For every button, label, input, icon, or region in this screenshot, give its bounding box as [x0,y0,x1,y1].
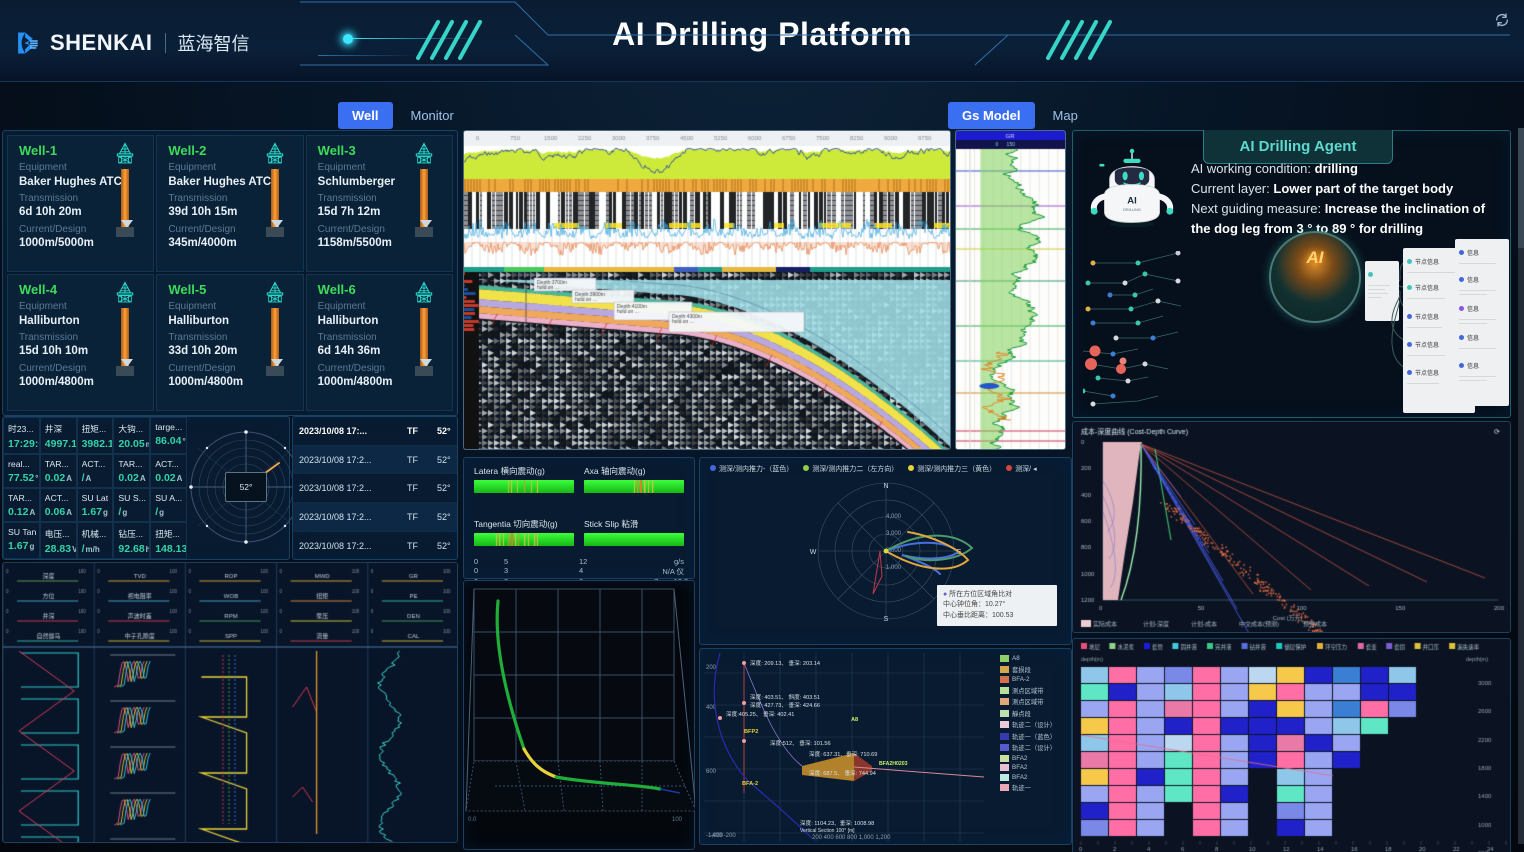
svg-text:深度: 1104.23、垂深: 1008.98: 深度: 1104.23、垂深: 1008.98 [800,819,874,827]
svg-text:DRILLING: DRILLING [1123,207,1141,212]
svg-text:200: 200 [706,665,717,671]
svg-text:Vertical Section 100° [m]: Vertical Section 100° [m] [800,828,855,834]
svg-text:BFP2: BFP2 [744,729,758,735]
svg-text:3,000: 3,000 [886,531,902,537]
svg-text:BFA-2: BFA-2 [742,781,758,787]
svg-text:N: N [883,483,888,490]
svg-text:4,000: 4,000 [886,514,902,520]
svg-text:W: W [810,549,817,556]
svg-text:1,000: 1,000 [886,565,902,571]
svg-text:200 400 600 800 1,0: 200 400 600 800 1,000 1,200 [812,835,891,841]
svg-text:600: 600 [706,769,717,775]
svg-text:深度: 637.31、垂深: 710.69: 深度: 637.31、垂深: 710.69 [809,750,877,758]
svg-text:A8: A8 [851,717,858,723]
svg-text:深度:405.25、 垂深: 402.41: 深度:405.25、 垂深: 402.41 [726,710,794,718]
svg-text:深度:512、 垂深: 101.56: 深度:512、 垂深: 101.56 [770,739,831,747]
svg-text:深度: 209.13、 垂深: 203.14: 深度: 209.13、 垂深: 203.14 [750,659,820,667]
svg-text:深度: 687.5、 垂深: 744.94: 深度: 687.5、 垂深: 744.94 [809,769,876,777]
svg-text:BFA2H0203: BFA2H0203 [879,761,908,767]
svg-text:100: 100 [672,817,683,823]
svg-text:S: S [884,616,889,623]
svg-text:深度: 403.51、 斜度: 403.51: 深度: 403.51、 斜度: 403.51 [750,693,820,701]
svg-text:深度: 427.73、 垂深: 424.66: 深度: 427.73、 垂深: 424.66 [750,701,820,709]
svg-text:-400 -200: -400 -200 [710,833,736,839]
svg-text:AI: AI [1127,195,1136,206]
svg-text:0.0: 0.0 [468,817,477,823]
